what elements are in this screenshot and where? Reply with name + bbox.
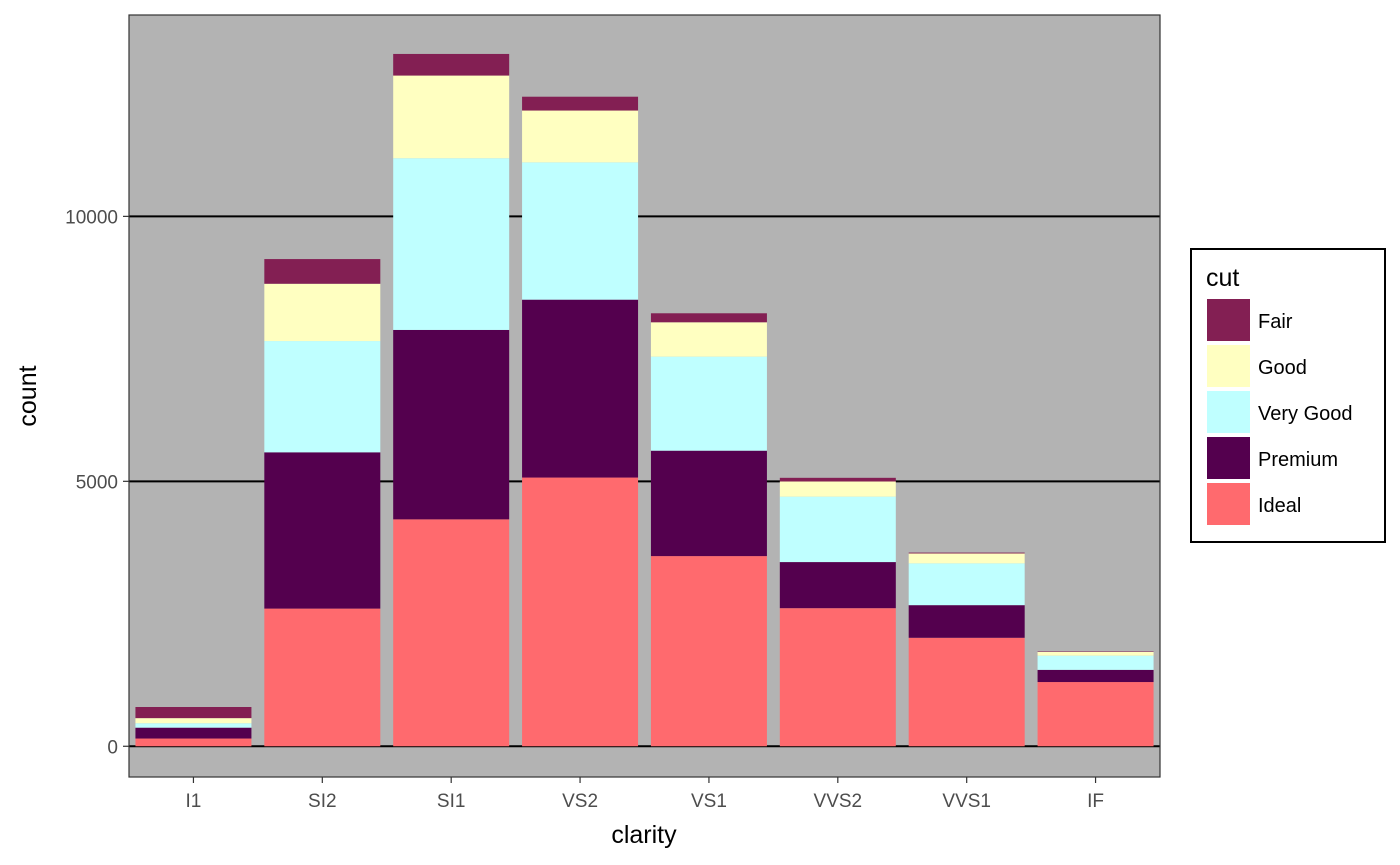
legend-swatch-fair <box>1207 299 1250 341</box>
bar-si1-good <box>393 75 510 159</box>
legend-label-very-good: Very Good <box>1258 403 1353 425</box>
bar-vs2-fair <box>522 96 639 111</box>
bar-vvs1-ideal <box>908 637 1025 747</box>
bar-si1-fair <box>393 53 510 76</box>
legend-label-fair: Fair <box>1258 311 1293 333</box>
x-tick-label: VVS2 <box>814 791 863 812</box>
bar-si1-very-good <box>393 158 510 330</box>
legend-title: cut <box>1206 264 1239 292</box>
x-tick-label: IF <box>1087 791 1104 812</box>
bar-vvs1-very-good <box>908 563 1025 606</box>
legend-label-premium: Premium <box>1258 449 1338 471</box>
legend-swatch-premium <box>1207 437 1250 479</box>
x-axis-title: clarity <box>611 821 677 849</box>
bar-vvs1-good <box>908 553 1025 564</box>
x-tick-label: VS1 <box>691 791 727 812</box>
bar-i1-fair <box>135 707 252 719</box>
bar-if-good <box>1037 651 1154 656</box>
bar-i1-good <box>135 718 252 724</box>
bar-i1-very-good <box>135 723 252 728</box>
x-tick-label: I1 <box>186 791 202 812</box>
bar-si2-premium <box>264 452 381 609</box>
bar-vs1-good <box>650 322 767 357</box>
bar-vs2-very-good <box>522 162 639 300</box>
bar-vvs2-very-good <box>779 496 896 563</box>
bar-si2-fair <box>264 259 381 284</box>
bar-vs2-premium <box>522 299 639 478</box>
x-tick-label: VVS1 <box>942 791 991 812</box>
bar-vs2-ideal <box>522 477 639 747</box>
x-tick-label: VS2 <box>562 791 598 812</box>
bar-vs2-good <box>522 110 639 163</box>
legend-swatch-ideal <box>1207 483 1250 525</box>
bar-si2-very-good <box>264 341 381 453</box>
bar-vvs1-fair <box>908 552 1025 554</box>
bar-i1-ideal <box>135 738 252 747</box>
bar-if-ideal <box>1037 682 1154 747</box>
x-tick-label: SI1 <box>437 791 466 812</box>
y-tick-label: 0 <box>107 737 118 758</box>
bar-vvs2-good <box>779 481 896 497</box>
bars <box>135 53 1154 747</box>
bar-vvs2-premium <box>779 562 896 609</box>
bar-if-very-good <box>1037 655 1154 670</box>
bar-si2-good <box>264 283 381 342</box>
bar-vs1-fair <box>650 313 767 323</box>
bar-vvs1-premium <box>908 605 1025 638</box>
y-tick-label: 5000 <box>76 472 118 493</box>
x-axis: I1 SI2 SI1 VS2 VS1 VVS2 VVS1 IF <box>186 777 1104 812</box>
legend-label-ideal: Ideal <box>1258 495 1301 517</box>
legend-swatch-good <box>1207 345 1250 387</box>
legend-swatch-very-good <box>1207 391 1250 433</box>
legend-label-good: Good <box>1258 357 1307 379</box>
legend-items: Fair Good Very Good Premium Ideal <box>1207 299 1353 525</box>
bar-vvs2-fair <box>779 477 896 482</box>
x-tick-label: SI2 <box>308 791 337 812</box>
bar-if-premium <box>1037 669 1154 683</box>
legend: cut Fair Good Very Good Premium Ideal <box>1190 248 1386 543</box>
y-axis: 0 5000 10000 <box>65 207 129 758</box>
bar-si2-ideal <box>264 608 381 747</box>
bar-vs1-very-good <box>650 356 767 451</box>
bar-si1-ideal <box>393 519 510 747</box>
plot-panel-border <box>128 14 1161 778</box>
bar-i1-premium <box>135 727 252 739</box>
bar-vs1-ideal <box>650 556 767 747</box>
bar-vvs2-ideal <box>779 608 896 747</box>
bar-vs1-premium <box>650 450 767 557</box>
y-tick-label: 10000 <box>65 207 118 228</box>
bar-si1-premium <box>393 329 510 520</box>
y-axis-title: count <box>14 365 42 426</box>
